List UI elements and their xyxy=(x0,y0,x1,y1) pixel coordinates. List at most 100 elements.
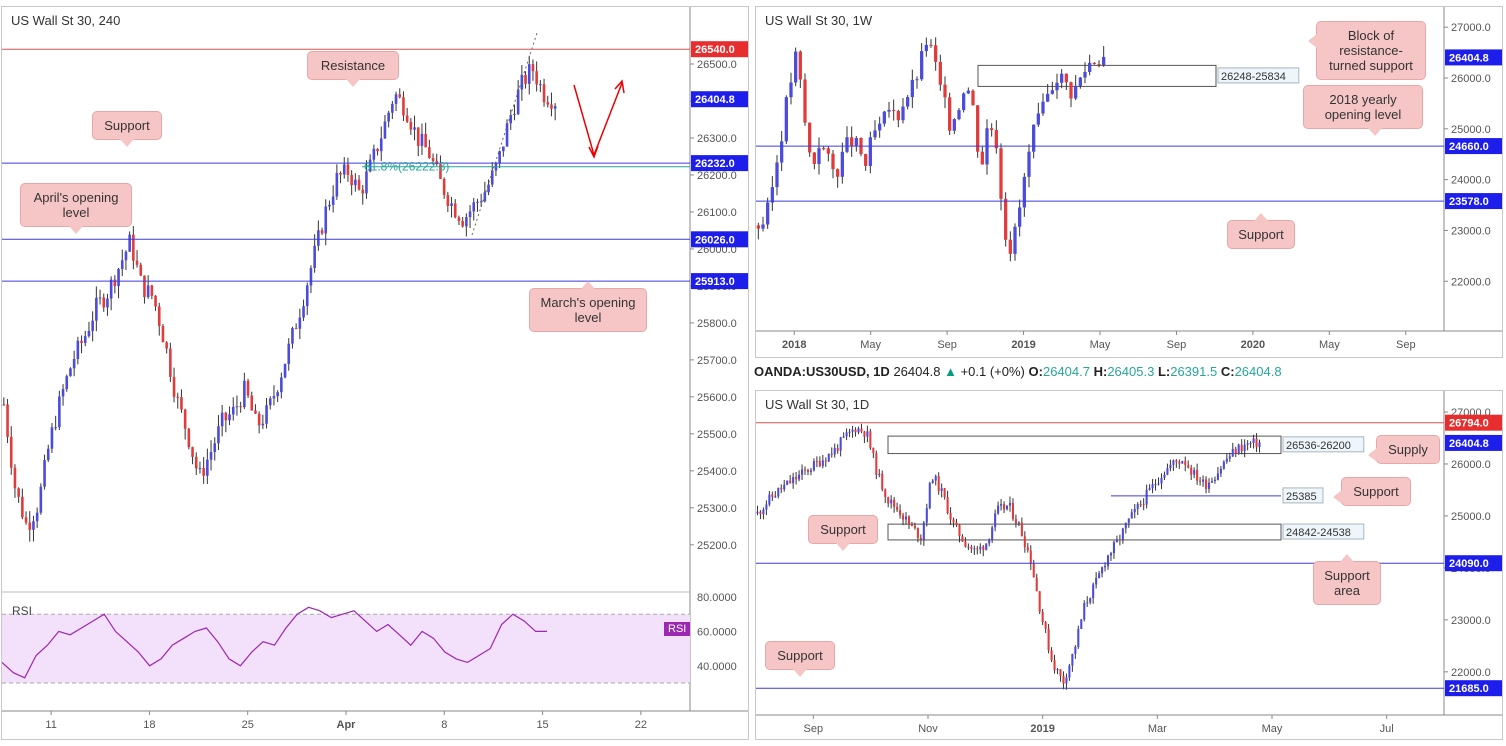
candle-body xyxy=(878,123,882,131)
candle-body xyxy=(317,230,320,246)
candle-body xyxy=(845,137,849,152)
candle-body xyxy=(342,164,346,175)
candle-body xyxy=(812,461,815,471)
time-tick-label: Sep xyxy=(1396,339,1416,351)
candle-body xyxy=(124,251,128,261)
candle-body xyxy=(940,488,943,492)
candle-body xyxy=(106,298,109,308)
price-tick-label: 25800.0 xyxy=(697,318,737,330)
candle-body xyxy=(955,522,958,525)
time-tick-label: Sep xyxy=(1167,339,1187,351)
rsi-band xyxy=(2,614,690,683)
candle-body xyxy=(1092,584,1095,599)
candle-body xyxy=(546,102,550,105)
weekly-chart-panel: US Wall St 30, 1W 27000.0 26000.0 25000.0 2… xyxy=(755,6,1503,358)
candle-body xyxy=(1115,539,1118,543)
info-high-label: H: xyxy=(1093,364,1108,379)
candle-body xyxy=(949,513,952,520)
candle-body xyxy=(87,330,91,337)
daily-supply-callout: Supply xyxy=(1368,435,1440,464)
candle-body xyxy=(822,148,826,150)
zone-label-bg xyxy=(1217,67,1300,84)
level-price-label: 24660.0 xyxy=(1449,141,1489,153)
time-tick-label: May xyxy=(860,339,881,351)
candle-body xyxy=(1160,477,1163,484)
candle-body xyxy=(866,431,869,437)
daily-support-mid-callout: Support xyxy=(1333,477,1411,506)
candle-body xyxy=(789,82,793,98)
candle-body xyxy=(502,146,505,152)
candle-body xyxy=(217,426,220,444)
candle-body xyxy=(220,412,224,427)
candle-body xyxy=(985,543,988,550)
candle-body xyxy=(1246,443,1249,445)
candle-body xyxy=(1193,470,1196,475)
candle-body xyxy=(1027,151,1031,177)
candle-body xyxy=(904,516,908,520)
candle-body xyxy=(361,189,365,194)
info-open-label: O: xyxy=(1028,364,1043,379)
candle-body xyxy=(391,103,394,113)
level-label-bg xyxy=(1282,487,1324,504)
candle-body xyxy=(98,297,102,299)
candle-body xyxy=(350,174,353,186)
candle-body xyxy=(831,153,835,170)
candle-body xyxy=(929,44,933,46)
candle-body xyxy=(1184,461,1187,465)
candle-body xyxy=(405,115,409,122)
level-price-tag xyxy=(691,273,748,290)
candle-body xyxy=(1062,675,1065,684)
daily-support-area-callout: Support area xyxy=(1313,554,1381,605)
candle-body xyxy=(139,264,143,276)
symbol-info-bar: OANDA:US30USD, 1D 26404.8 ▲ +0.1 (+0%) O… xyxy=(754,364,1282,379)
candle-body xyxy=(465,217,468,227)
candle-body xyxy=(331,196,335,205)
candle-body xyxy=(761,224,765,229)
candle-body xyxy=(1032,563,1035,578)
candle-body xyxy=(120,260,124,269)
candle-body xyxy=(287,343,291,364)
candle-body xyxy=(980,151,984,165)
candle-body xyxy=(24,517,28,523)
candle-body xyxy=(982,546,985,550)
h4-chart-panel: US Wall St 30, 240 26500.026400.026300.0… xyxy=(1,6,749,740)
info-last: 26404.8 xyxy=(893,364,941,379)
candle-body xyxy=(439,164,442,179)
candle-body xyxy=(1014,518,1017,524)
candle-body xyxy=(1023,536,1026,548)
candle-body xyxy=(1065,677,1068,684)
candle-body xyxy=(1258,442,1261,448)
candle-body xyxy=(183,409,187,429)
candle-body xyxy=(1127,518,1130,523)
daily-support-left-callout: Support xyxy=(808,515,878,551)
candle-body xyxy=(169,348,172,377)
level-price-tag xyxy=(1445,193,1502,210)
candle-body xyxy=(328,204,331,207)
h4-march-callout: March's opening level xyxy=(529,281,647,332)
candle-body xyxy=(132,234,135,261)
daily-chart-svg[interactable]: 27000.026000.025000.024000.023000.022000… xyxy=(756,391,1503,740)
price-tick-label: 27000.0 xyxy=(1451,22,1491,34)
weekly-chart-svg[interactable]: 27000.0 26000.0 25000.0 24000.0 23000.0 22000… xyxy=(756,7,1503,358)
candle-body xyxy=(1104,566,1107,568)
weekly-support-callout: Support xyxy=(1227,213,1295,249)
level-price-label: 26232.0 xyxy=(695,158,735,170)
candle-body xyxy=(1252,438,1255,443)
candle-body xyxy=(346,164,350,175)
candle-body xyxy=(948,97,952,131)
candle-body xyxy=(135,260,139,265)
candle-body xyxy=(9,436,13,468)
price-tick-label: 26000.0 xyxy=(1451,459,1491,471)
candle-body xyxy=(809,470,812,472)
candle-body xyxy=(875,453,878,476)
candle-body xyxy=(180,397,183,410)
candle-body xyxy=(1064,73,1068,83)
h4-chart-svg[interactable]: 26500.026400.026300.026200.026100.026000… xyxy=(2,7,749,740)
candle-body xyxy=(83,336,87,343)
candle-body xyxy=(780,487,783,490)
candle-body xyxy=(962,93,966,111)
candle-body xyxy=(901,106,905,121)
candle-body xyxy=(1196,470,1199,481)
candle-body xyxy=(976,105,980,152)
candle-body xyxy=(1175,460,1178,462)
